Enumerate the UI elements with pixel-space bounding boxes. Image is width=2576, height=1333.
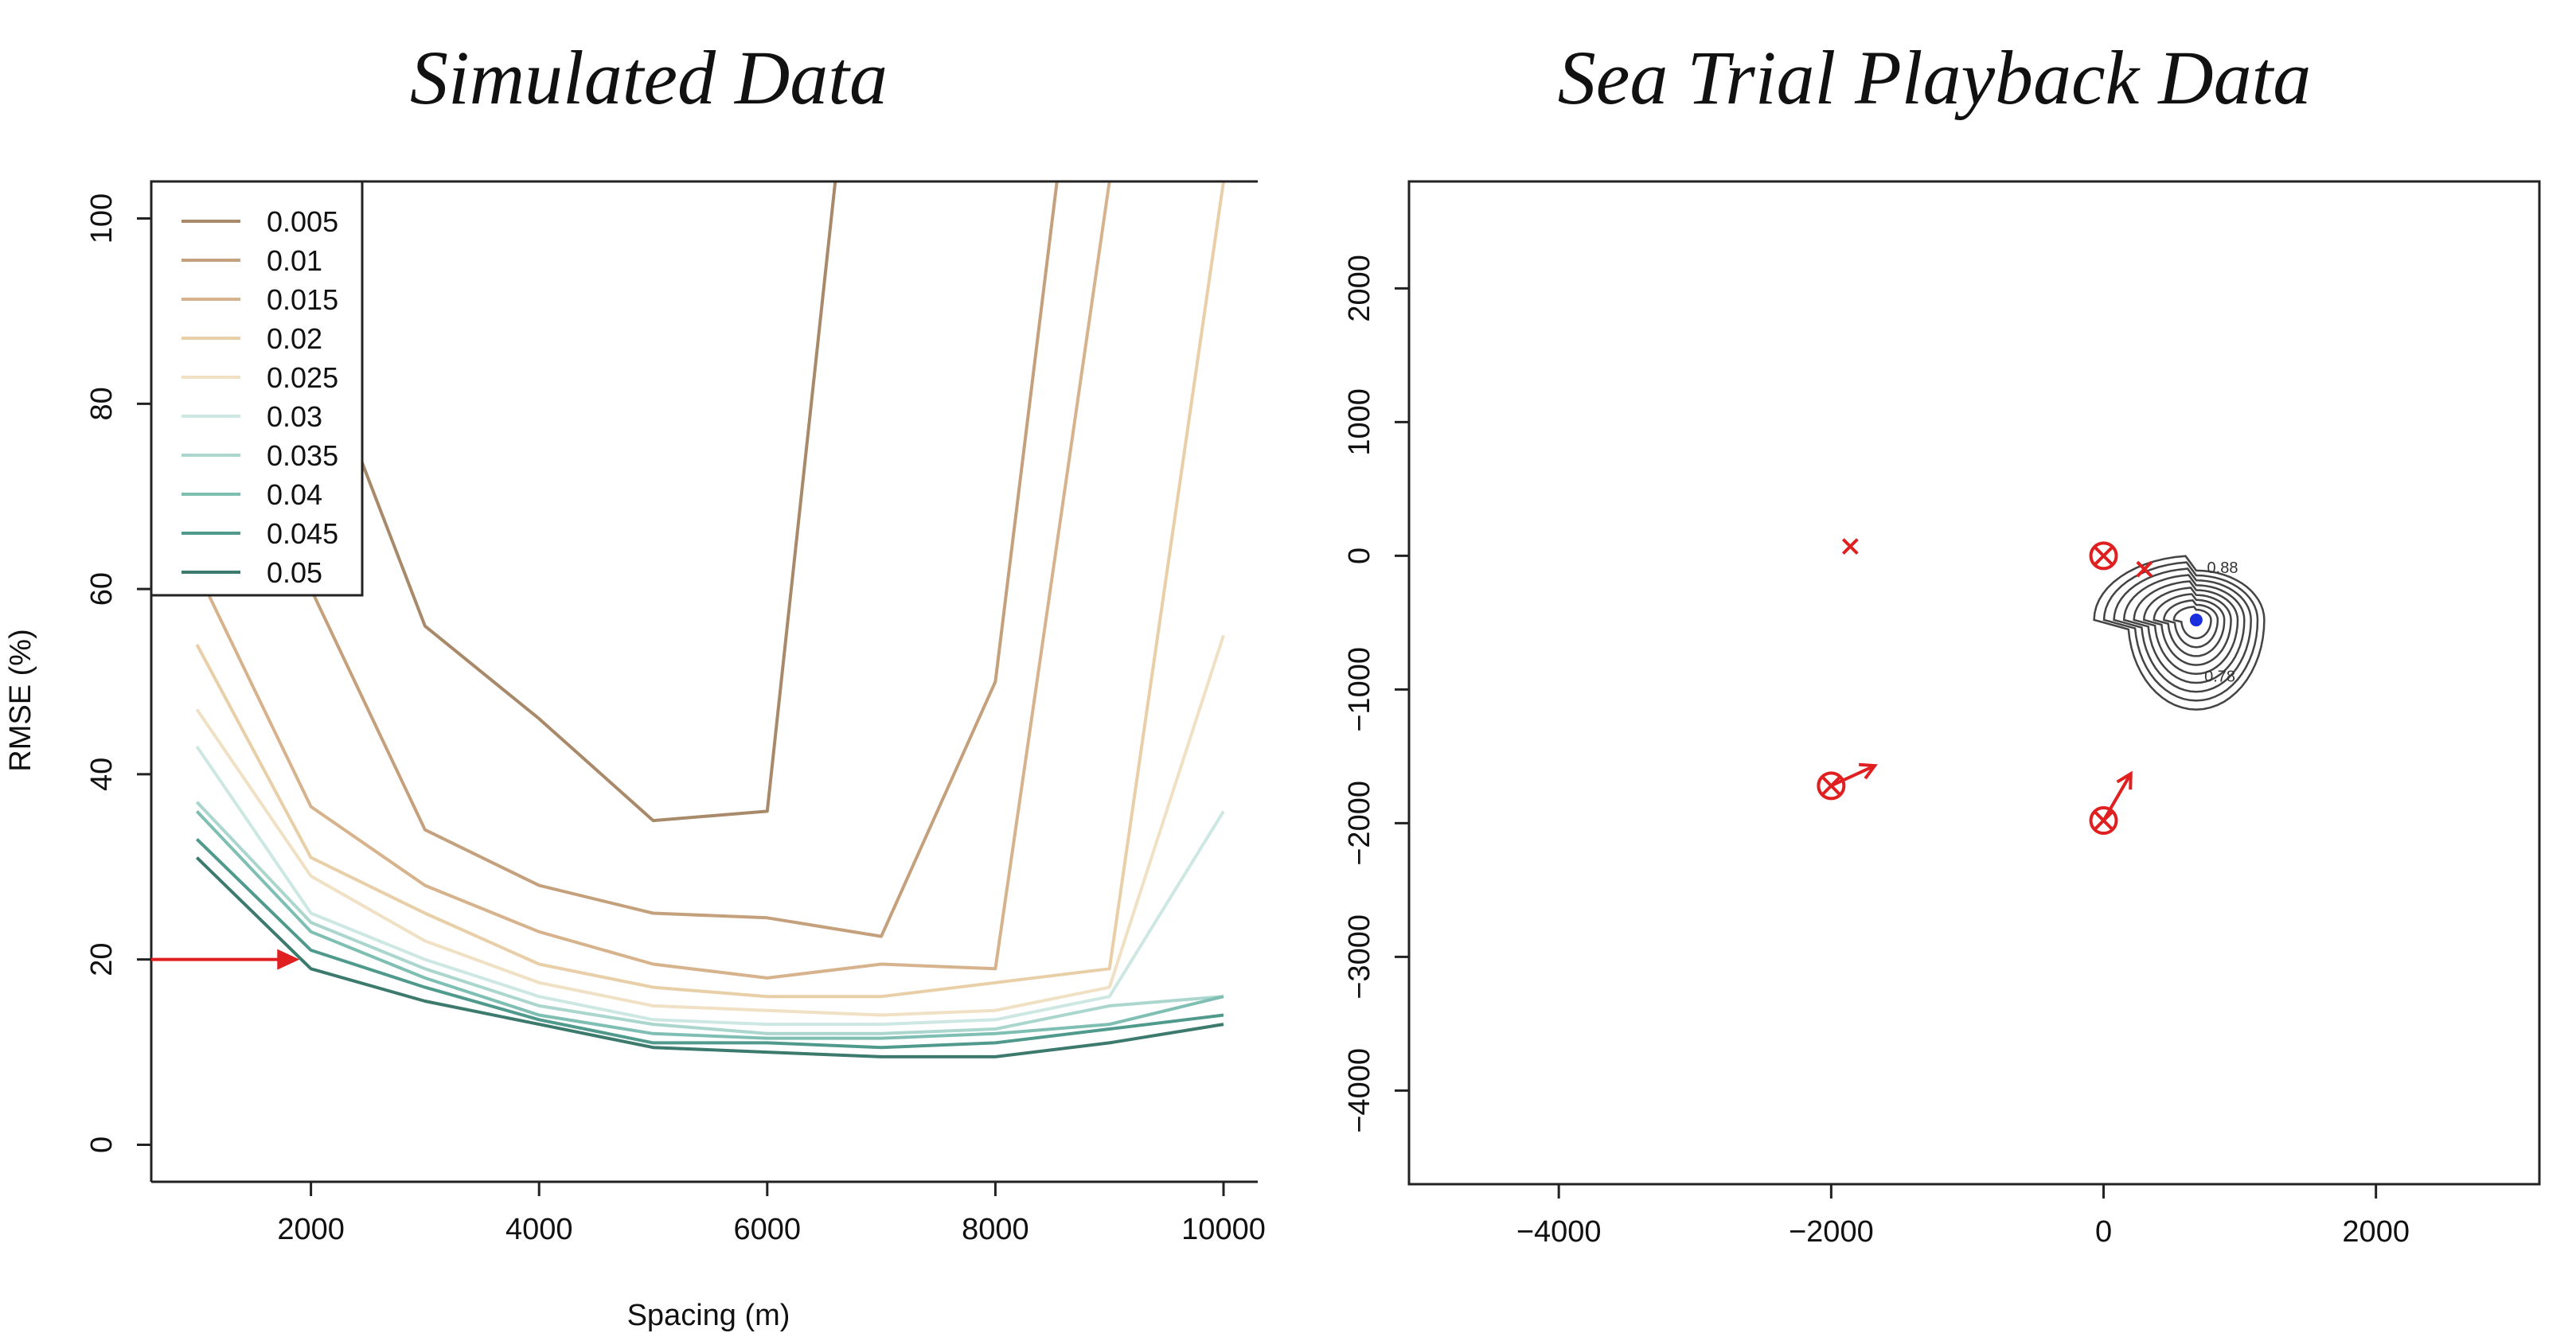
left-panel-title: Simulated Data — [410, 35, 888, 120]
series-line-0.045 — [195, 837, 1224, 1050]
left-y-axis-title: RMSE (%) — [4, 629, 37, 771]
receiver-marker — [2089, 541, 2118, 571]
legend-label: 0.01 — [267, 244, 322, 277]
sea-trial-plot-area: −4000 −2000 0 2000 −4000 −3000 −2000 −1000 0 1000… — [1343, 180, 2541, 1249]
y-tick-label: −4000 — [1343, 1048, 1376, 1133]
x-tick-label: 2000 — [2342, 1215, 2410, 1249]
sea-trial-panel: Sea Trial Playback Data −4000 −2000 0 2000−… — [1343, 35, 2541, 1249]
legend-label: 0.025 — [267, 361, 338, 394]
series-lines — [195, 181, 1225, 1058]
y-tick-label: 2000 — [1343, 255, 1376, 322]
y-tick-label: 60 — [85, 572, 119, 606]
x-tick-label: 8000 — [962, 1213, 1029, 1246]
contour-line — [2172, 606, 2212, 640]
legend-label: 0.045 — [267, 517, 338, 550]
station-markers — [1817, 538, 2203, 836]
receiver-marker — [2089, 770, 2133, 836]
x-tick-label: −2000 — [1789, 1215, 1874, 1249]
legend: 0.005 0.01 0.015 0.02 0.025 0.03 0.035 0.04 0.04… — [150, 180, 364, 597]
y-tick-label: 1000 — [1343, 388, 1376, 456]
simulated-data-panel: Simulated Data 2000 4000 6000 8000 10000 0 20 4… — [4, 35, 1266, 1332]
y-tick-label: 100 — [85, 193, 119, 244]
contour-line — [2113, 567, 2252, 693]
contour-label: 0.88 — [2207, 559, 2238, 577]
contour-label: 0.78 — [2204, 668, 2235, 685]
y-tick-label: −1000 — [1343, 647, 1376, 732]
y-tick-label: 20 — [85, 943, 119, 976]
contour-line — [2102, 561, 2259, 702]
x-tick-label: 0 — [2095, 1215, 2112, 1249]
y-tick-label: 40 — [85, 758, 119, 791]
legend-label: 0.005 — [267, 205, 338, 238]
contour-line — [2163, 599, 2219, 649]
right-plot-frame — [1407, 180, 2541, 1186]
contour-line — [2122, 574, 2246, 684]
left-x-axis-title: Spacing (m) — [627, 1299, 790, 1332]
series-line-0.01 — [309, 181, 1059, 938]
series-line-0.005 — [309, 181, 837, 823]
y-tick-label: 80 — [85, 387, 119, 420]
legend-label: 0.03 — [267, 400, 322, 433]
contour-line — [2093, 555, 2266, 711]
x-marker — [2136, 560, 2153, 578]
x-tick-label: 2000 — [277, 1213, 345, 1246]
series-line-0.04 — [195, 810, 1224, 1040]
x-tick-label: −4000 — [1516, 1215, 1602, 1249]
likelihood-contours: 0.88 0.78 — [2093, 555, 2266, 711]
right-panel-title: Sea Trial Playback Data — [1558, 35, 2312, 120]
legend-label: 0.04 — [267, 478, 322, 511]
red-arrow-annotation — [151, 949, 300, 970]
legend-label: 0.035 — [267, 439, 338, 472]
contour-line — [2153, 593, 2226, 657]
x-tick-label: 4000 — [505, 1213, 573, 1246]
series-line-0.025 — [195, 634, 1225, 1017]
receiver-marker — [1817, 762, 1878, 801]
y-tick-label: −2000 — [1343, 781, 1376, 866]
x-marker — [1841, 538, 1859, 555]
y-tick-label: 0 — [1343, 548, 1376, 564]
contour-line — [2142, 587, 2232, 666]
legend-label: 0.02 — [267, 322, 322, 355]
series-line-0.035 — [195, 801, 1224, 1035]
x-tick-label: 6000 — [734, 1213, 802, 1246]
legend-label: 0.05 — [267, 556, 322, 589]
series-line-0.05 — [195, 856, 1224, 1058]
series-line-0.015 — [195, 181, 1111, 980]
y-tick-label: −3000 — [1343, 914, 1376, 1000]
legend-box — [150, 180, 364, 597]
series-line-0.03 — [195, 745, 1225, 1027]
series-line-0.02 — [195, 181, 1225, 999]
x-tick-label: 10000 — [1181, 1213, 1266, 1246]
y-tick-label: 0 — [85, 1136, 119, 1153]
legend-label: 0.015 — [267, 283, 338, 316]
contour-line — [2133, 580, 2239, 676]
estimate-dot — [2189, 614, 2203, 627]
